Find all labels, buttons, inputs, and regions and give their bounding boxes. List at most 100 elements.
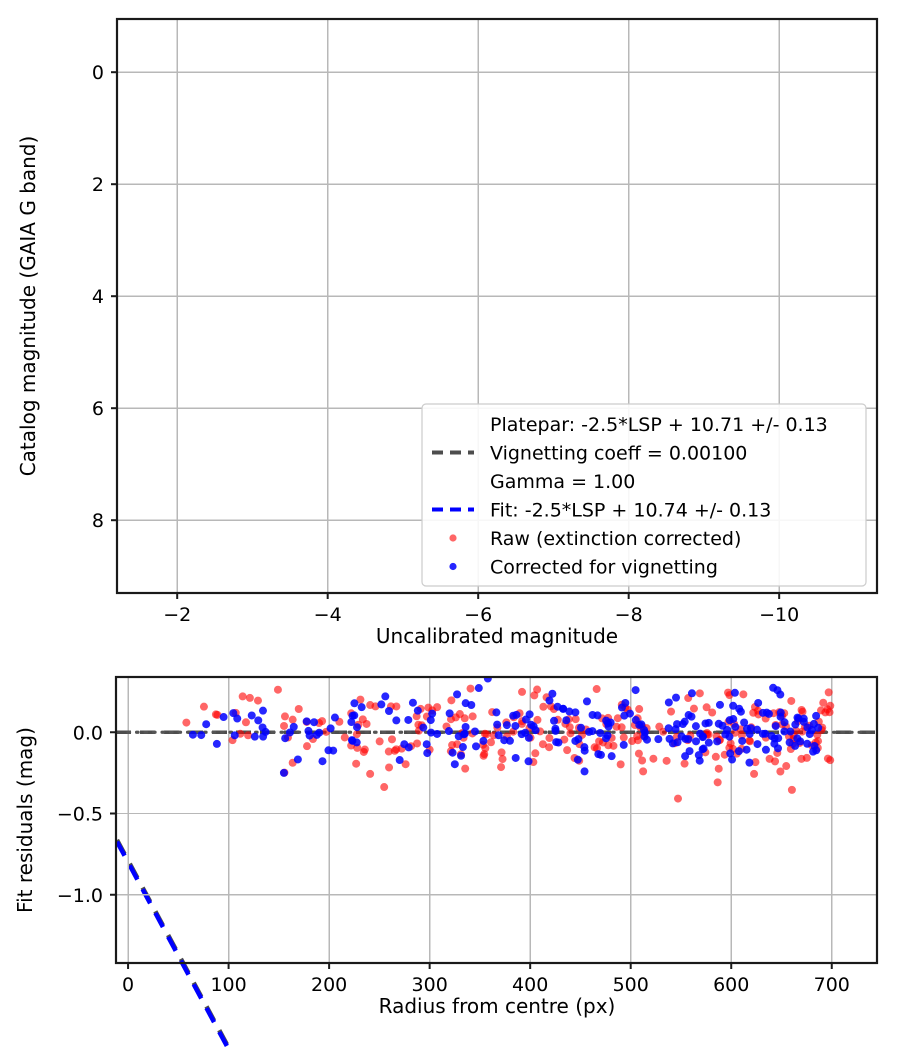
raw-residual-point	[787, 785, 796, 794]
corrected-residual-point	[698, 733, 707, 742]
corrected-residual-point	[384, 706, 393, 715]
raw-residual-point	[826, 701, 835, 710]
legend-label: Vignetting coeff = 0.00100	[490, 443, 747, 465]
raw-residual-point	[787, 696, 796, 705]
corrected-residual-point	[713, 737, 722, 746]
corrected-residual-point	[448, 748, 457, 757]
bottom-xtick-label: 300	[412, 974, 448, 996]
raw-residual-point	[533, 715, 542, 724]
corrected-residual-point	[810, 741, 819, 750]
raw-residual-point	[448, 741, 457, 750]
bottom-xtick-label: 700	[814, 974, 850, 996]
corrected-residual-point	[428, 709, 437, 718]
corrected-residual-point	[285, 728, 294, 737]
raw-residual-point	[352, 730, 361, 739]
legend-entry: Fit: -2.5*LSP + 10.74 +/- 0.13	[432, 500, 771, 522]
corrected-residual-point	[281, 734, 290, 743]
corrected-residual-point	[714, 719, 723, 728]
corrected-residual-point	[780, 718, 789, 727]
corrected-residual-point	[461, 699, 470, 708]
corrected-residual-point	[736, 707, 745, 716]
raw-residual-point	[708, 708, 717, 717]
bottom-yaxis-label: Fit residuals (mag)	[13, 727, 37, 913]
corrected-residual-point	[445, 709, 454, 718]
raw-residual-point	[609, 741, 618, 750]
corrected-residual-point	[602, 734, 610, 743]
corrected-residual-point	[761, 745, 770, 754]
raw-residual-point	[497, 763, 506, 772]
corrected-residual-point	[729, 701, 738, 710]
fit-line	[115, 840, 232, 1050]
corrected-residual-point	[521, 728, 530, 737]
corrected-residual-point	[357, 703, 366, 712]
corrected-residual-point	[302, 717, 311, 726]
raw-residual-point	[634, 749, 643, 758]
corrected-residual-point	[793, 713, 802, 722]
corrected-residual-point	[426, 716, 435, 725]
raw-residual-point	[745, 736, 754, 745]
raw-residual-point	[358, 715, 367, 724]
raw-residual-point	[211, 710, 220, 719]
corrected-residual-point	[348, 736, 357, 745]
legend-label: Corrected for vignetting	[490, 557, 718, 579]
corrected-residual-point	[687, 712, 696, 721]
raw-residual-point	[545, 734, 554, 743]
legend-background	[421, 403, 867, 587]
bottom-xtick-label: 500	[613, 974, 649, 996]
top-xaxis-label: Uncalibrated magnitude	[376, 624, 618, 648]
raw-residual-point	[635, 705, 644, 714]
raw-residual-point	[498, 755, 507, 764]
raw-residual-point	[245, 693, 254, 702]
corrected-residual-point	[350, 699, 359, 708]
raw-residual-point	[590, 743, 599, 752]
raw-residual-point	[776, 767, 785, 776]
corrected-residual-point	[738, 736, 747, 745]
corrected-residual-point	[353, 723, 362, 732]
raw-residual-point	[387, 735, 396, 744]
raw-residual-point	[638, 756, 647, 765]
corrected-residual-point	[580, 767, 589, 776]
raw-residual-point	[565, 723, 574, 732]
corrected-residual-point	[805, 729, 814, 738]
corrected-residual-point	[576, 723, 585, 732]
legend-label: Gamma = 1.00	[490, 471, 635, 493]
corrected-residual-point	[423, 749, 432, 758]
raw-residual-point	[318, 717, 327, 726]
raw-residual-point	[750, 769, 759, 778]
bottom-scatter-points	[182, 677, 835, 803]
raw-residual-point	[613, 714, 622, 723]
raw-residual-point	[539, 702, 548, 711]
raw-residual-point	[468, 712, 477, 721]
corrected-residual-point	[619, 740, 628, 749]
corrected-residual-point	[259, 732, 268, 741]
corrected-residual-point	[692, 737, 701, 746]
corrected-residual-point	[472, 742, 481, 751]
raw-residual-point	[366, 769, 375, 778]
raw-residual-point	[356, 695, 365, 704]
corrected-residual-point	[640, 726, 649, 735]
bottom-ytick-label: 0.0	[73, 722, 103, 744]
corrected-residual-point	[188, 730, 197, 739]
raw-residual-point	[280, 712, 289, 721]
corrected-residual-point	[664, 724, 673, 733]
corrected-residual-point	[725, 716, 734, 725]
corrected-residual-point	[392, 716, 401, 725]
raw-residual-point	[751, 758, 760, 767]
bottom-xtick-label: 0	[122, 974, 134, 996]
top-fit-lines	[115, 838, 233, 1050]
raw-residual-point	[545, 743, 554, 752]
corrected-residual-point	[202, 720, 211, 729]
legend: Platepar: -2.5*LSP + 10.71 +/- 0.13 Vigne…	[421, 403, 867, 587]
bottom-tick-labels: 0 100 200 300 400 500 600 700 0.0 −0.5 −1.0	[57, 722, 850, 996]
legend-entry: Corrected for vignetting	[449, 557, 718, 579]
raw-residual-point	[824, 688, 833, 697]
raw-residual-point	[667, 707, 676, 716]
raw-residual-point	[238, 692, 247, 701]
raw-residual-point	[713, 778, 722, 787]
corrected-residual-point	[740, 718, 749, 727]
corrected-residual-point	[413, 706, 422, 715]
corrected-residual-point	[730, 688, 739, 697]
top-xtick-label: −2	[163, 604, 191, 626]
raw-residual-point	[241, 718, 250, 727]
